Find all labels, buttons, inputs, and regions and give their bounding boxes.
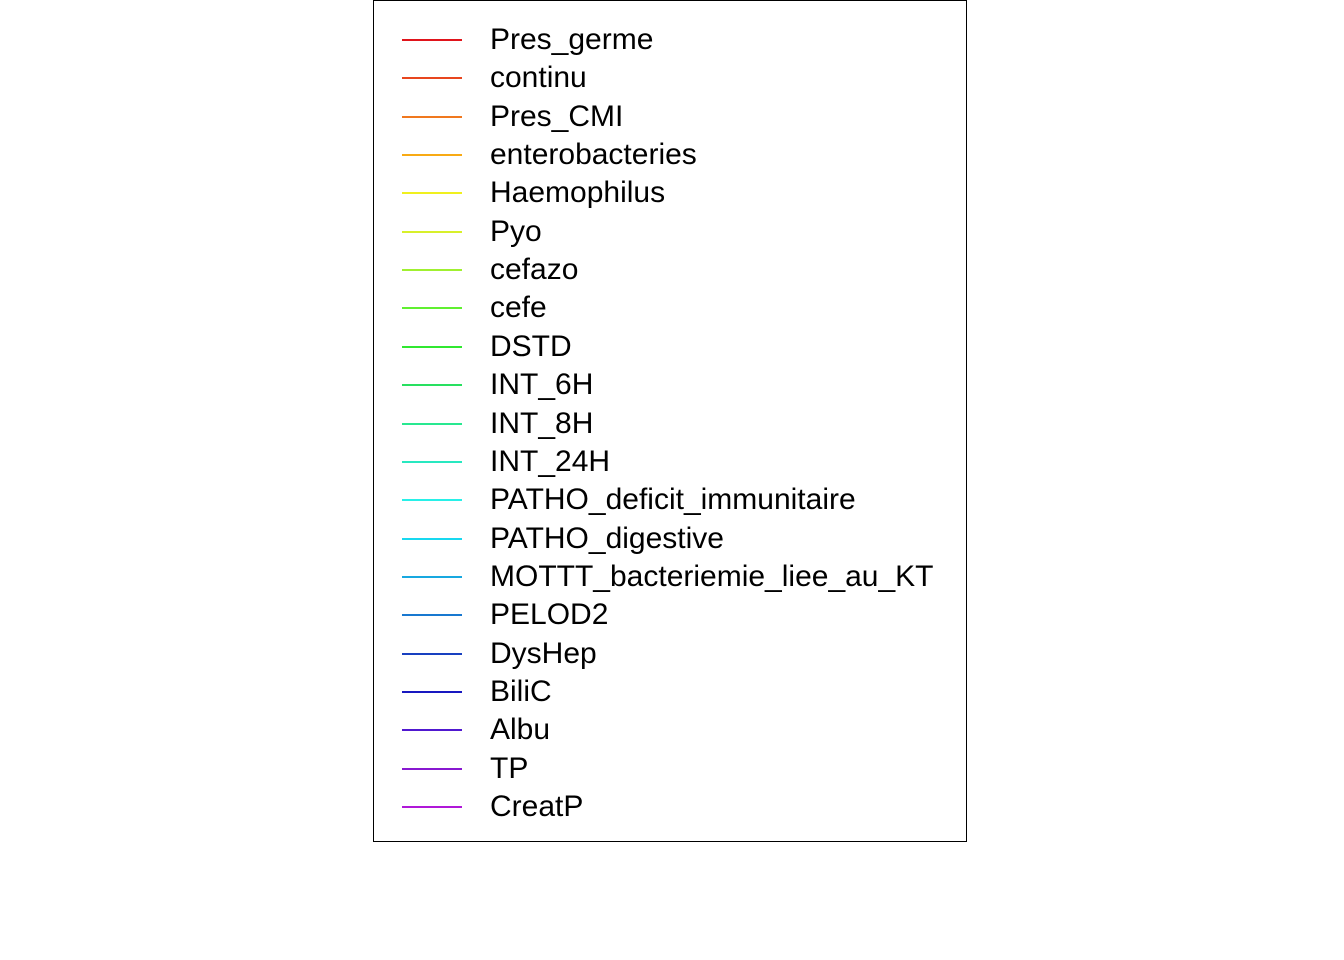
legend-line-swatch	[402, 230, 462, 233]
legend-item: enterobacteries	[374, 136, 966, 174]
legend-item: DSTD	[374, 328, 966, 366]
legend-item: INT_6H	[374, 366, 966, 404]
legend-label: CreatP	[490, 790, 584, 823]
legend-line-swatch	[402, 537, 462, 540]
legend-label: INT_6H	[490, 368, 594, 402]
legend-item: continu	[374, 59, 966, 97]
legend-label: TP	[490, 751, 529, 785]
legend-label: INT_24H	[490, 444, 611, 478]
legend-line-swatch	[402, 269, 462, 272]
legend-item: Albu	[374, 711, 966, 749]
legend-label: enterobacteries	[490, 138, 697, 172]
legend-label: Haemophilus	[490, 176, 666, 210]
legend-label: Albu	[490, 713, 551, 747]
legend-label: DSTD	[490, 329, 572, 363]
legend-label: PATHO_deficit_immunitaire	[490, 483, 856, 517]
legend-line-swatch	[402, 460, 462, 463]
legend-item: TP	[374, 750, 966, 788]
legend-line-swatch	[402, 652, 462, 655]
legend-line-swatch	[402, 806, 462, 808]
legend-label: Pres_germe	[490, 23, 654, 56]
legend-item: Pyo	[374, 213, 966, 251]
legend-line-swatch	[402, 614, 462, 617]
legend-line-swatch	[402, 192, 462, 195]
legend-item: CreatP	[374, 788, 966, 826]
legend-line-swatch	[402, 154, 462, 157]
legend-item: INT_24H	[374, 443, 966, 481]
legend-line-swatch	[402, 575, 462, 578]
legend-label: Pres_CMI	[490, 99, 624, 133]
legend-line-swatch	[402, 384, 462, 387]
legend-line-swatch	[402, 690, 462, 693]
legend-label: BiliC	[490, 674, 552, 708]
legend-line-swatch	[402, 307, 462, 310]
legend-item: DysHep	[374, 635, 966, 673]
legend-label: continu	[490, 61, 587, 95]
legend-label: PELOD2	[490, 598, 609, 632]
legend-item: PATHO_digestive	[374, 520, 966, 558]
legend-item: Pres_CMI	[374, 98, 966, 136]
legend-label: INT_8H	[490, 406, 594, 440]
legend-item: cefe	[374, 289, 966, 327]
legend-label: PATHO_digestive	[490, 521, 724, 555]
legend-item: Pres_germe	[374, 21, 966, 59]
legend-label: DysHep	[490, 636, 597, 670]
legend-item: cefazo	[374, 251, 966, 289]
legend-line-swatch	[402, 39, 462, 41]
legend-item: Haemophilus	[374, 174, 966, 212]
legend-label: cefazo	[490, 253, 579, 287]
legend-item: PELOD2	[374, 596, 966, 634]
legend-line-swatch	[402, 729, 462, 732]
legend-line-swatch	[402, 345, 462, 348]
legend-item: MOTTT_bacteriemie_liee_au_KT	[374, 558, 966, 596]
legend-line-swatch	[402, 422, 462, 425]
legend-line-swatch	[402, 77, 462, 80]
legend-label: MOTTT_bacteriemie_liee_au_KT	[490, 559, 934, 593]
legend-line-swatch	[402, 115, 462, 118]
legend-item: INT_8H	[374, 405, 966, 443]
legend-label: Pyo	[490, 214, 542, 248]
legend-item: BiliC	[374, 673, 966, 711]
legend-item: PATHO_deficit_immunitaire	[374, 481, 966, 519]
legend-label: cefe	[490, 291, 547, 325]
legend-line-swatch	[402, 767, 462, 770]
legend-line-swatch	[402, 499, 462, 502]
